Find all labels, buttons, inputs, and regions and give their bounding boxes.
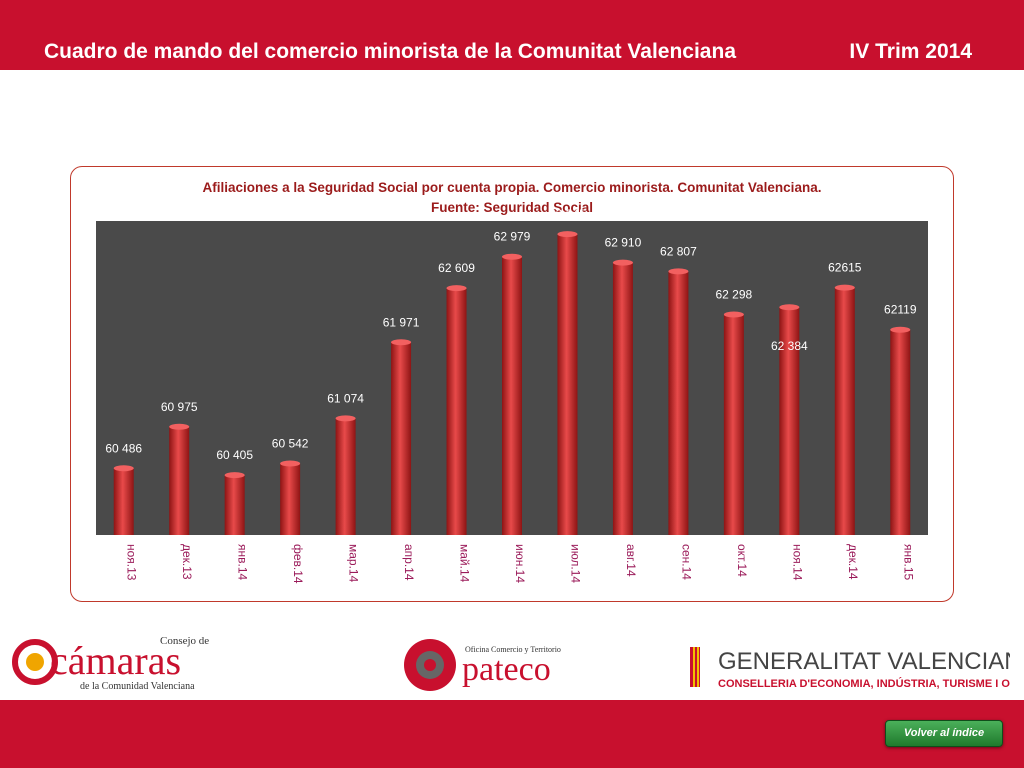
value-label-8: 63 245 [549,207,586,221]
category-label-7: июн.14 [513,544,527,583]
value-label-2: 60 405 [216,448,253,462]
value-label-14: 62119 [884,303,917,317]
category-label-2: янв.14 [236,544,250,581]
value-label-12: 62 384 [771,339,808,353]
bar-cap-0 [113,465,134,472]
category-label-3: фев.14 [291,544,305,584]
chart-title: Afiliaciones a la Seguridad Social por c… [202,180,822,195]
category-label-9: авг.14 [624,544,638,577]
category-label-0: ноя.13 [125,544,139,581]
svg-text:de la Comunidad Valenciana: de la Comunidad Valenciana [80,681,195,692]
pateco-logo: Oficina Comercio y Territorio pateco [404,639,561,691]
category-label-14: янв.15 [901,544,915,581]
bar-11 [723,314,744,535]
bar-cap-8 [557,231,578,238]
bar-cap-5 [391,339,412,346]
bar-cap-9 [612,259,633,266]
value-label-1: 60 975 [161,400,198,414]
category-label-8: июл.14 [568,544,582,583]
bar-cap-2 [224,472,245,479]
bar-cap-14 [890,326,911,333]
bar-cap-13 [834,284,855,291]
bar-cap-3 [280,460,301,467]
bar-2 [224,475,245,535]
bar-cap-11 [723,311,744,318]
value-label-3: 60 542 [272,437,309,451]
bar-cap-7 [502,253,522,260]
value-label-6: 62 609 [438,261,475,275]
svg-text:Oficina Comercio y Territorio: Oficina Comercio y Territorio [465,645,561,654]
bar-6 [446,288,467,535]
bar-13 [834,287,855,535]
bar-1 [169,426,190,535]
bar-5 [391,342,412,535]
back-to-index-button[interactable]: Volver al índice [885,720,1003,747]
bar-7 [502,256,522,535]
category-label-5: апр.14 [402,544,416,581]
bar-8 [557,234,578,535]
svg-text:CONSELLERIA D'ECONOMIA, INDÚST: CONSELLERIA D'ECONOMIA, INDÚSTRIA, TURIS… [718,677,1010,690]
bar-9 [612,262,633,535]
value-label-11: 62 298 [716,288,753,302]
svg-text:GENERALITAT VALENCIANA: GENERALITAT VALENCIANA [718,648,1010,675]
category-label-12: ноя.14 [790,544,804,581]
bar-cap-10 [668,268,689,275]
bar-cap-12 [779,304,800,311]
generalitat-logo: GENERALITAT VALENCIANA CONSELLERIA D'ECO… [690,647,1010,690]
category-label-11: окт.14 [735,544,749,577]
category-label-13: дек.14 [846,544,860,580]
chart-subtitle: Fuente: Seguridad Social [430,200,594,215]
bar-12 [779,307,800,535]
bar-cap-6 [446,285,467,292]
bar-3 [280,463,301,535]
value-label-9: 62 910 [605,236,642,250]
category-label-6: май.14 [458,544,472,583]
svg-text:pateco: pateco [462,651,551,688]
value-label-13: 62615 [828,261,862,275]
value-label-4: 61 074 [327,391,364,405]
bar-4 [335,418,356,535]
bar-0 [113,468,134,535]
footer-band [0,700,1024,768]
period-label: IV Trim 2014 [849,40,972,63]
camaras-logo: Consejo de cámaras de la Comunidad Valen… [12,635,209,692]
value-label-10: 62 807 [660,244,697,258]
value-label-7: 62 979 [494,230,531,244]
svg-text:cámaras: cámaras [50,638,181,683]
bar-10 [668,271,689,535]
bar-cap-1 [169,423,190,430]
category-label-10: сен.14 [679,544,693,580]
category-label-1: дек.13 [180,544,194,580]
bar-cap-4 [335,415,356,422]
page-title: Cuadro de mando del comercio minorista d… [44,40,736,63]
category-label-4: мар.14 [347,544,361,583]
value-label-5: 61 971 [383,315,420,329]
value-label-0: 60 486 [105,441,142,455]
header-band [0,0,1024,70]
svg-text:Consejo de: Consejo de [160,635,209,647]
bar-14 [890,329,911,535]
